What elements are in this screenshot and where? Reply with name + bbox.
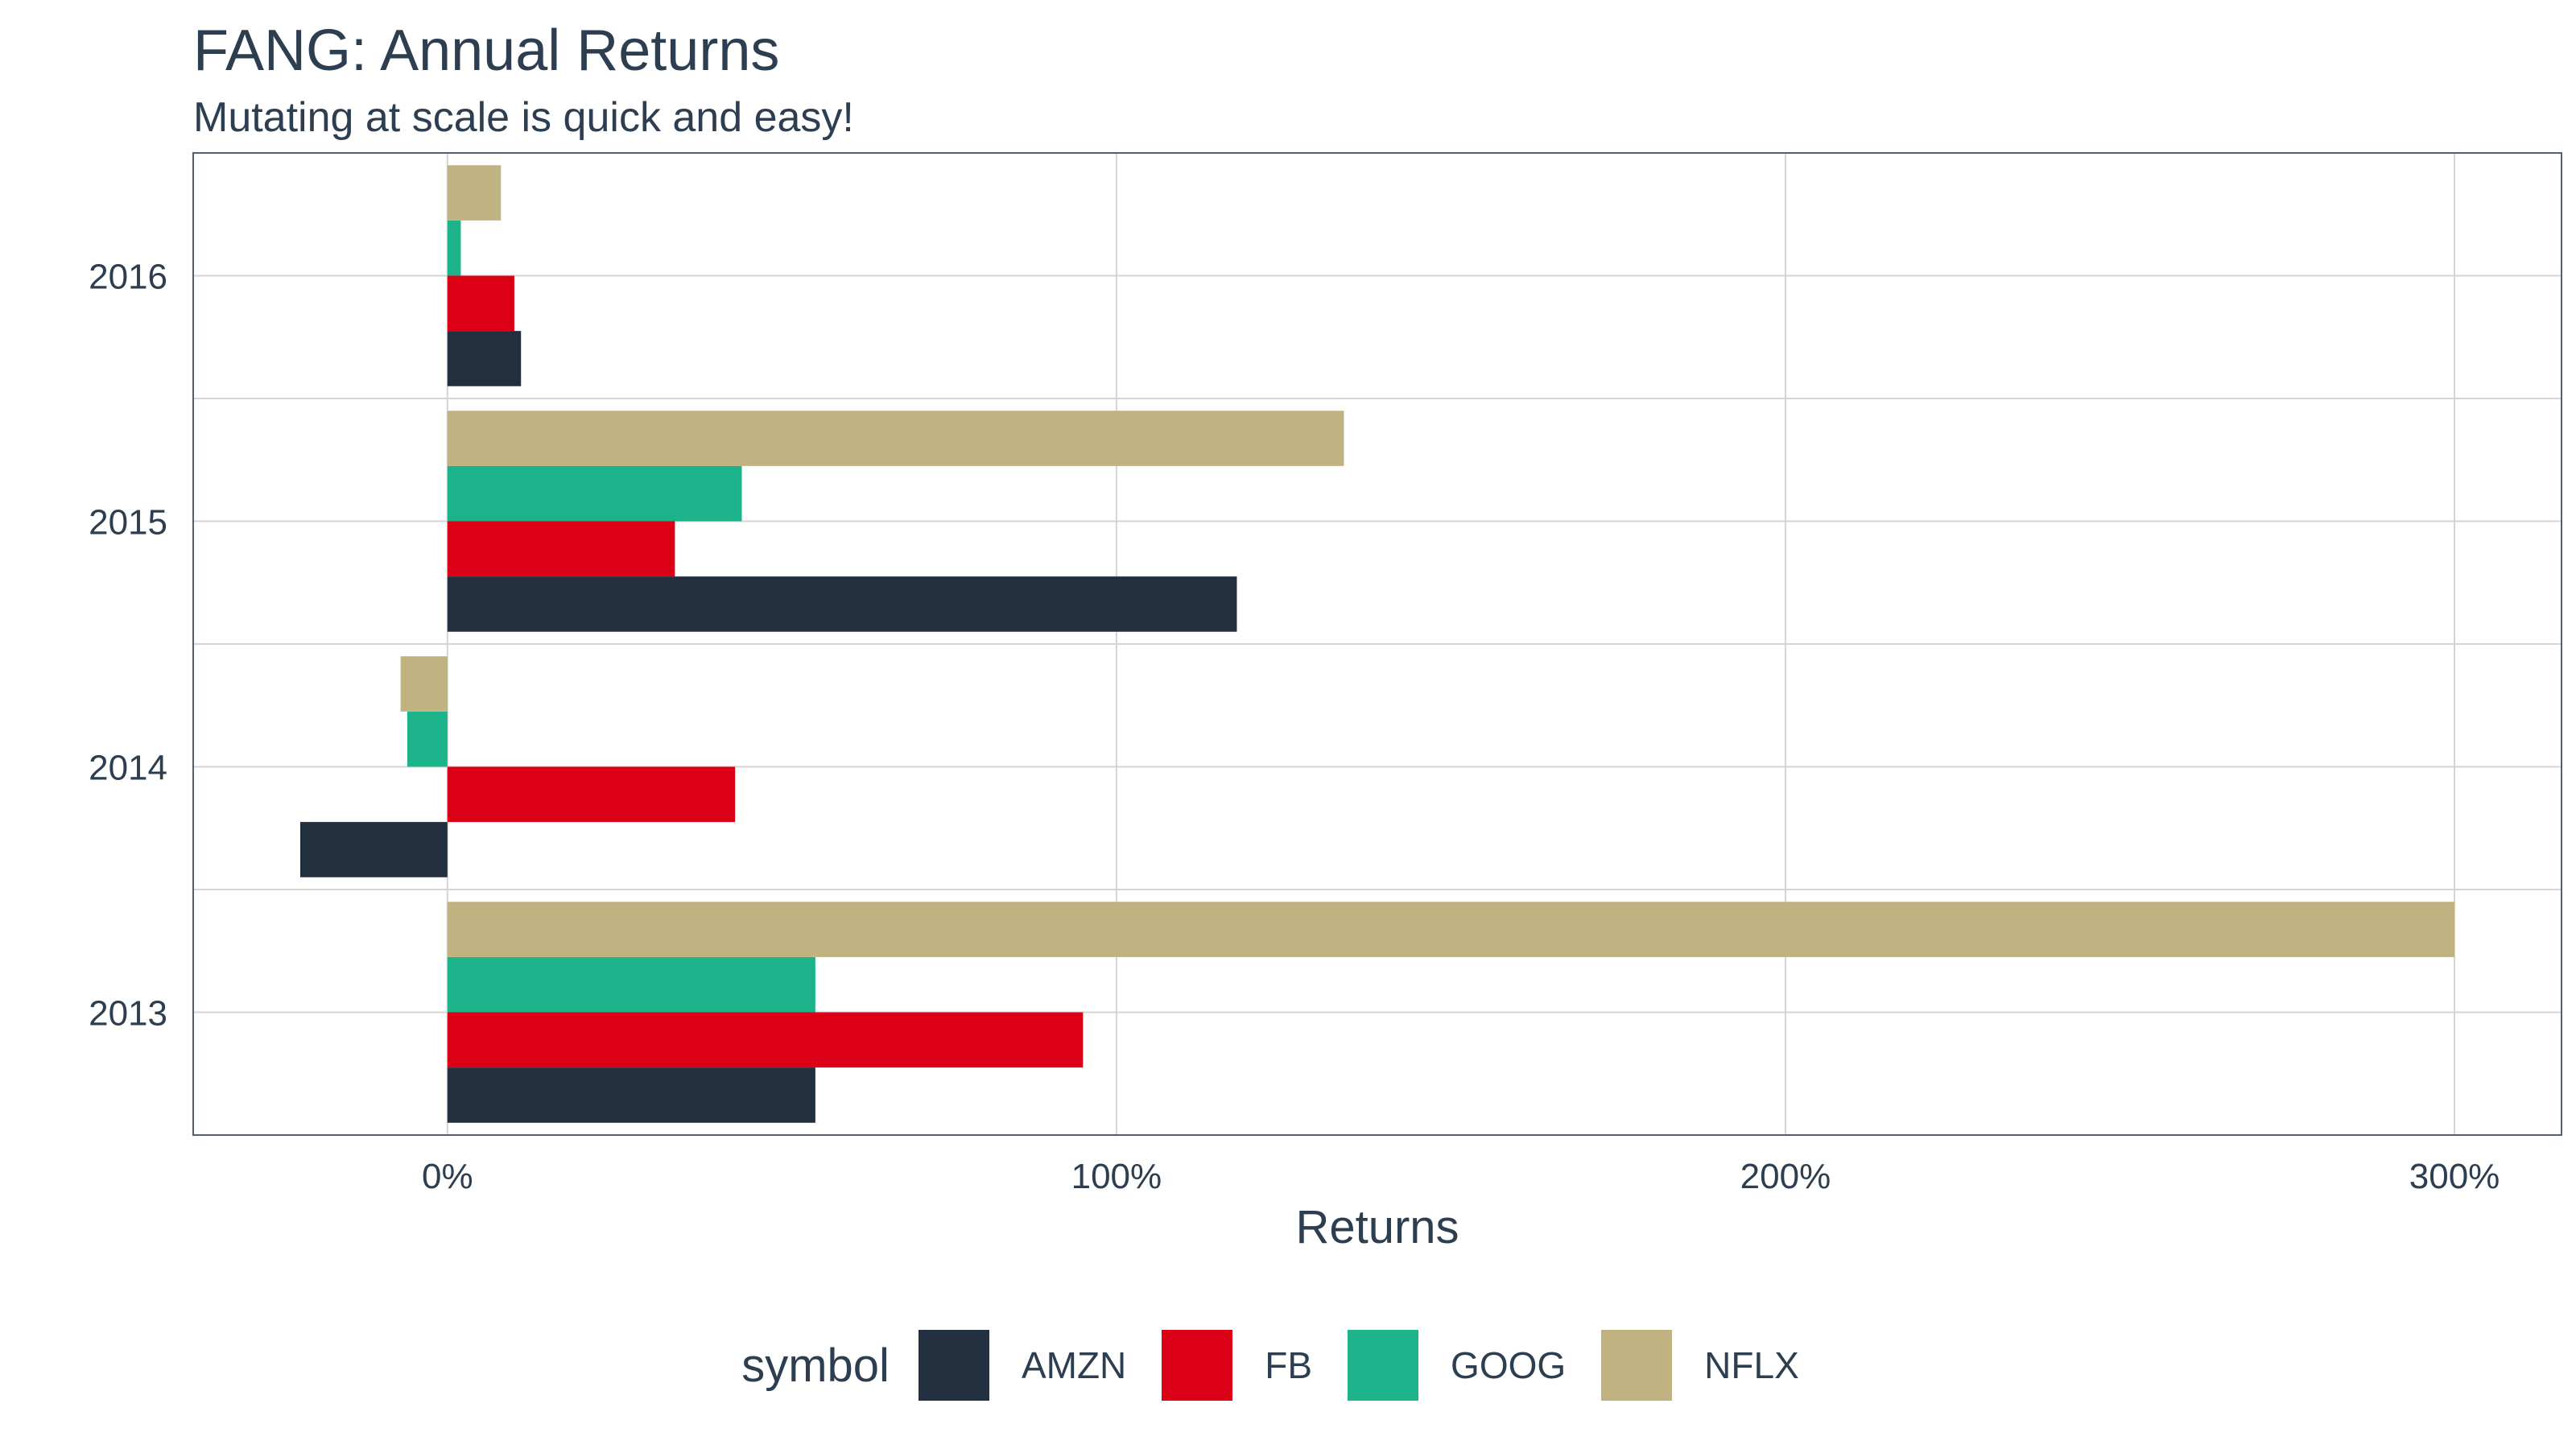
bar-chart: 2013 2014 2015 2016 0% 100% 200% 300% Returns	[89, 152, 2562, 1253]
legend: symbol AMZN FB GOOG NFLX	[0, 1328, 2576, 1402]
plot-panel-border	[192, 152, 2562, 1136]
chart-subtitle: Mutating at scale is quick and easy!	[193, 94, 854, 141]
bar-fb-2015	[447, 521, 675, 577]
x-tick-label: 300%	[2409, 1157, 2500, 1196]
y-tick-label: 2014	[89, 749, 167, 788]
bar-fb-2014	[447, 766, 736, 823]
bar-fb-2013	[447, 1012, 1084, 1068]
legend-item-nflx: NFLX	[1601, 1330, 1799, 1401]
x-tick-label: 200%	[1740, 1157, 1831, 1196]
bar-nflx-2016	[447, 165, 502, 221]
bar-amzn-2014	[299, 822, 448, 877]
x-tick-label: 100%	[1071, 1157, 1162, 1196]
y-tick-label: 2015	[89, 503, 167, 543]
legend-label: GOOG	[1451, 1344, 1567, 1386]
y-tick-label: 2013	[89, 994, 167, 1034]
bar-amzn-2015	[447, 576, 1237, 632]
bar-fb-2016	[447, 275, 514, 332]
legend-item-amzn: AMZN	[918, 1330, 1127, 1401]
legend-title: symbol	[741, 1339, 890, 1392]
legend-swatch	[1348, 1330, 1419, 1401]
y-tick-label: 2016	[89, 258, 167, 297]
chart-title: FANG: Annual Returns	[193, 19, 780, 83]
legend-item-fb: FB	[1162, 1330, 1312, 1401]
legend-swatch	[918, 1330, 989, 1401]
x-tick-label: 0%	[422, 1157, 473, 1196]
bar-goog-2015	[447, 465, 742, 522]
legend-swatch	[1601, 1330, 1673, 1401]
bar-nflx-2015	[447, 411, 1344, 466]
legend-label: NFLX	[1704, 1344, 1799, 1386]
bar-goog-2014	[407, 711, 448, 767]
legend-swatch	[1162, 1330, 1233, 1401]
legend-item-goog: GOOG	[1348, 1330, 1566, 1401]
bar-goog-2016	[447, 220, 461, 276]
bar-goog-2013	[447, 956, 815, 1013]
x-axis-title: Returns	[1295, 1201, 1459, 1253]
bar-nflx-2013	[447, 902, 2455, 957]
bar-amzn-2013	[447, 1067, 815, 1123]
bar-nflx-2014	[400, 656, 448, 712]
legend-items: AMZN FB GOOG NFLX	[918, 1330, 1835, 1401]
legend-label: FB	[1265, 1344, 1313, 1386]
legend-label: AMZN	[1021, 1344, 1127, 1386]
bar-amzn-2016	[447, 331, 522, 386]
